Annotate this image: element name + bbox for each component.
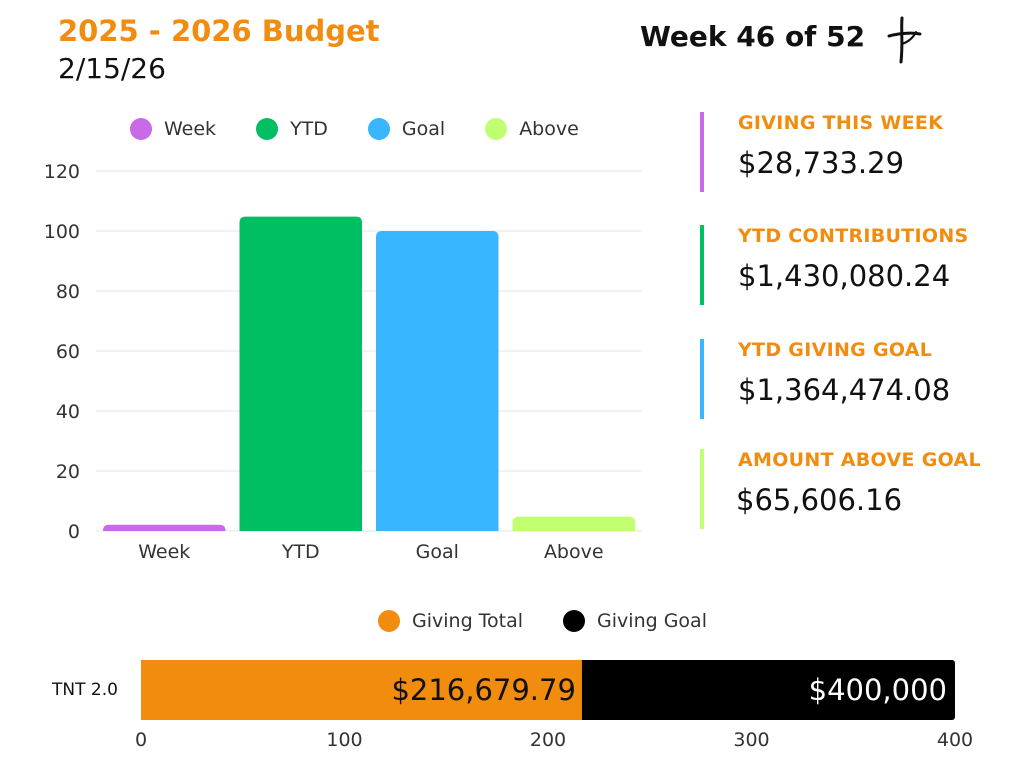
y-tick-label: 60 [56,341,80,363]
stat-value: $1,364,474.08 [738,373,951,407]
week-counter: Week 46 of 52 [640,20,866,53]
stat-label: GIVING THIS WEEK [738,112,944,134]
cross-logo-icon [887,16,922,64]
legend-item-ytd: YTD [256,118,328,140]
bar-ytd [239,216,362,531]
bar-chart-legend: Week YTD Goal Above [130,118,579,140]
stat-value: $1,430,080.24 [738,259,951,293]
bar-giving-total [141,660,582,720]
legend-label-ytd: YTD [290,118,328,140]
stat-value: $65,606.16 [736,483,903,517]
legend-label-goal: Goal [401,118,446,140]
legend-item-goal: Goal [367,118,446,140]
x-tick-label: YTD [281,541,320,563]
progress-chart-legend: Giving Total Giving Goal [378,610,707,632]
legend-swatch-above [485,118,508,140]
y-tick-label: 0 [68,521,80,543]
hbar-category-label: TNT 2.0 [52,680,118,700]
legend-item-giving-total: Giving Total [378,610,523,632]
stat-label: YTD CONTRIBUTIONS [738,225,969,247]
bar-above [512,516,635,531]
legend-label-week: Week [164,118,217,140]
y-tick-label: 40 [56,401,80,423]
bar-week [103,524,226,531]
stat-color-bar [700,449,704,529]
y-tick-label: 80 [56,281,80,303]
x-tick-label: Week [138,541,190,563]
stat-color-bar [700,225,704,305]
x-tick-label: Goal [416,541,459,563]
giving-total-value-label: $216,679.79 [391,673,576,707]
legend-item-giving-goal: Giving Goal [563,610,707,632]
y-tick-label: 100 [44,221,80,243]
legend-swatch-week [130,118,152,140]
legend-label-giving-total: Giving Total [412,610,524,632]
legend-label-giving-goal: Giving Goal [597,610,707,632]
x-tick-label: 300 [733,729,769,751]
x-tick-label: 0 [135,729,147,751]
legend-item-week: Week [130,118,216,140]
y-tick-label: 20 [56,461,80,483]
giving-goal-value-label: $400,000 [809,673,947,707]
bar-goal [376,231,499,531]
legend-swatch-ytd [256,118,279,140]
x-tick-label: 200 [530,729,566,751]
stat-color-bar [700,339,704,419]
stat-value: $28,733.29 [738,146,905,180]
x-tick-label: 400 [937,729,973,751]
stat-label: AMOUNT ABOVE GOAL [738,449,981,471]
legend-swatch-goal [367,118,390,140]
stat-label: YTD GIVING GOAL [738,339,933,361]
report-date: 2/15/26 [58,52,166,85]
x-tick-label: Above [544,541,604,563]
legend-swatch-giving-goal [563,610,586,632]
bar-giving-goal [141,660,955,720]
legend-swatch-giving-total [378,610,400,632]
legend-item-above: Above [485,118,579,140]
y-tick-label: 120 [44,161,80,183]
page-title: 2025 - 2026 Budget [58,14,380,48]
x-tick-label: 100 [326,729,362,751]
stat-color-bar [700,112,704,192]
legend-label-above: Above [519,118,579,140]
